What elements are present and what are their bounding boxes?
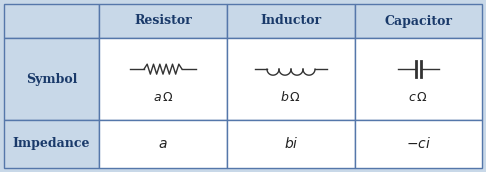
Text: Capacitor: Capacitor (384, 14, 452, 28)
Bar (99, 120, 227, 168)
Text: $b\,\Omega$: $b\,\Omega$ (280, 90, 301, 104)
Bar (227, 120, 355, 168)
Text: Resistor: Resistor (134, 14, 192, 28)
Bar (355, 38, 482, 120)
Bar (355, 4, 482, 38)
Text: $a\,\Omega$: $a\,\Omega$ (153, 90, 174, 104)
Bar (4, 4, 99, 38)
Text: $a$: $a$ (158, 137, 168, 151)
Text: Impedance: Impedance (13, 137, 90, 150)
Bar (4, 120, 99, 168)
Text: $bi$: $bi$ (284, 137, 298, 152)
Text: Symbol: Symbol (26, 73, 77, 85)
Text: $c\,\Omega$: $c\,\Omega$ (409, 90, 429, 104)
Bar (4, 38, 99, 120)
Bar (99, 4, 227, 38)
Text: $-ci$: $-ci$ (406, 137, 431, 152)
Text: Inductor: Inductor (260, 14, 322, 28)
Bar (99, 38, 227, 120)
Bar (227, 38, 355, 120)
Bar (355, 120, 482, 168)
Bar (227, 4, 355, 38)
